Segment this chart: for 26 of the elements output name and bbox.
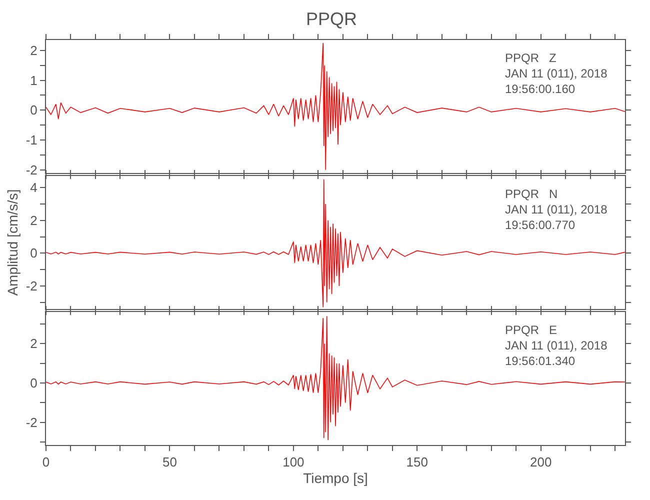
y-tick-label: -2 xyxy=(26,278,38,294)
line-series xyxy=(46,178,625,308)
y-tick-label: 1 xyxy=(30,72,38,88)
y-axis-title: Amplitud [cm/s/s] xyxy=(4,189,20,296)
x-tick-label: 0 xyxy=(42,454,50,470)
chart-title: PPQR xyxy=(306,9,358,30)
y-tick-label: 0 xyxy=(30,102,38,118)
x-axis-title: Tiempo [s] xyxy=(303,470,368,486)
y-tick-label: 4 xyxy=(30,180,38,196)
y-tick-label: 0 xyxy=(30,246,38,261)
x-tick-label: 100 xyxy=(282,454,304,470)
annotation: PPQR Z JAN 11 (011), 2018 19:56:00.160 xyxy=(505,51,608,96)
y-tick-label: -2 xyxy=(26,414,38,430)
y-tick-label: -1 xyxy=(26,132,38,148)
y-tick-label: 2 xyxy=(30,43,38,58)
line-series xyxy=(46,42,625,170)
annotation: PPQR E JAN 11 (011), 2018 19:56:01.340 xyxy=(505,323,608,368)
x-tick-label: 200 xyxy=(530,454,552,470)
annotation: PPQR N JAN 11 (011), 2018 19:56:00.770 xyxy=(505,187,608,232)
y-tick-label: 0 xyxy=(30,376,38,391)
x-tick-label: 150 xyxy=(406,454,428,470)
line-series xyxy=(46,316,625,440)
x-tick-label: 50 xyxy=(162,454,177,470)
y-tick-label: -2 xyxy=(26,162,38,178)
y-tick-label: 2 xyxy=(30,212,38,228)
y-tick-label: 2 xyxy=(30,336,38,352)
